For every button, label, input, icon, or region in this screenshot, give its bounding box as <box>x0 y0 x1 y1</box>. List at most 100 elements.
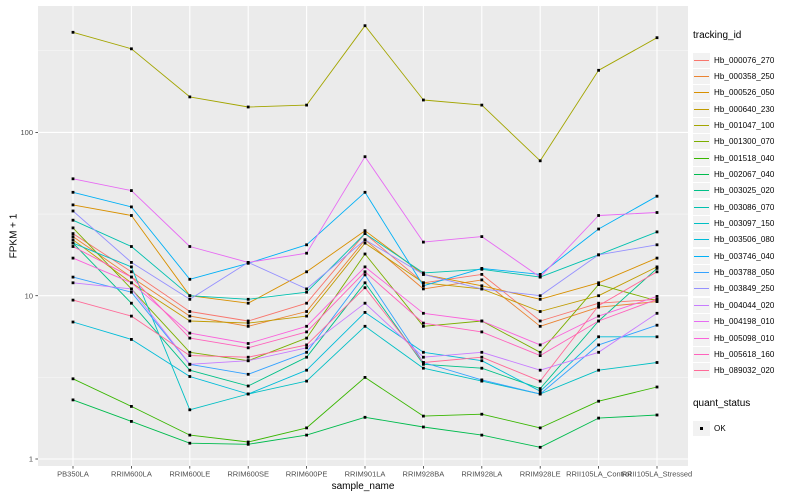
data-point <box>363 415 367 419</box>
data-point <box>130 189 133 192</box>
y-tick-label: 10 <box>25 291 33 300</box>
data-point <box>130 270 133 274</box>
data-point <box>130 420 133 423</box>
data-point <box>305 433 308 437</box>
data-point <box>246 342 250 345</box>
data-point <box>71 298 75 302</box>
data-point <box>246 301 250 305</box>
data-point <box>246 321 250 325</box>
data-point <box>71 281 75 285</box>
data-point <box>655 295 659 298</box>
data-point <box>130 287 133 291</box>
legend-key-line <box>694 223 709 225</box>
data-point <box>655 299 659 303</box>
line-key-icon <box>693 85 710 101</box>
data-point <box>597 343 600 347</box>
line-key-icon <box>693 265 710 281</box>
data-point <box>538 310 542 313</box>
data-point <box>305 336 308 340</box>
data-point <box>363 229 367 233</box>
line-key-icon <box>693 150 710 166</box>
legend-entry-label: Hb_003097_150 <box>714 219 775 229</box>
legend-entry-label: Hb_000076_270 <box>714 55 775 65</box>
legend-entry-Hb_003086_070: Hb_003086_070 <box>693 199 774 215</box>
y-tick-label: 1 <box>29 455 33 464</box>
legend-entry-Hb_003506_080: Hb_003506_080 <box>693 232 774 248</box>
x-tick-label: RRIM928LE <box>520 470 561 479</box>
data-point <box>422 240 425 244</box>
legend-entry-Hb_004198_010: Hb_004198_010 <box>693 314 774 330</box>
legend-entry-label: Hb_003788_050 <box>714 268 775 278</box>
data-point <box>422 321 425 325</box>
legend-entry-Hb_002067_040: Hb_002067_040 <box>693 166 774 183</box>
data-point <box>188 433 192 437</box>
data-point <box>246 392 250 396</box>
data-point <box>363 155 367 159</box>
legend-entry-label: Hb_003506_080 <box>714 235 775 245</box>
data-point <box>538 294 542 298</box>
data-point <box>305 103 308 107</box>
legend-entry-label: Hb_005098_010 <box>714 333 775 343</box>
data-point <box>363 273 367 277</box>
data-point <box>422 98 425 102</box>
data-point <box>480 378 484 382</box>
line-key-icon <box>693 167 710 183</box>
data-point <box>71 235 75 238</box>
data-point <box>130 281 133 285</box>
data-point <box>305 355 308 359</box>
legend-key-line <box>694 370 709 372</box>
data-point <box>480 355 484 359</box>
data-point <box>480 359 484 363</box>
legend-key-line <box>694 321 709 323</box>
data-point <box>188 441 192 445</box>
data-point <box>422 281 425 285</box>
legend-key-line <box>694 125 709 127</box>
tracking-id-legend-entries: Hb_000076_270 Hb_000358_250 Hb_000526_050 H… <box>693 52 774 379</box>
data-point <box>480 103 484 107</box>
legend-entry-label: Hb_005618_160 <box>714 349 775 359</box>
data-point <box>188 310 192 313</box>
data-point <box>188 354 192 357</box>
data-point <box>305 343 308 347</box>
data-point <box>655 335 659 339</box>
x-tick-label: RRIM600SE <box>227 470 269 479</box>
data-point <box>71 226 75 230</box>
data-point <box>422 425 425 429</box>
x-tick-label: RRII105LA_Control <box>566 470 631 479</box>
data-point <box>655 311 659 315</box>
data-point <box>188 408 192 412</box>
data-point <box>538 445 542 449</box>
data-point <box>363 286 367 290</box>
data-point <box>597 304 600 307</box>
data-point <box>597 68 600 72</box>
x-tick-label: RRIM600LA <box>111 470 152 479</box>
y-axis-title: FPKM + 1 <box>8 213 20 259</box>
data-point <box>655 413 659 417</box>
legend-entry-label: Hb_001047_100 <box>714 121 775 131</box>
data-point <box>597 314 600 318</box>
data-point <box>597 335 600 339</box>
data-point <box>71 245 75 248</box>
data-point <box>71 177 75 181</box>
data-point <box>363 311 367 314</box>
data-point <box>480 273 484 276</box>
legend-entry-Hb_000358_250: Hb_000358_250 <box>693 68 775 85</box>
data-point <box>422 311 425 315</box>
data-point <box>305 290 308 294</box>
legend-key-line <box>694 59 709 61</box>
line-key-icon <box>693 363 710 379</box>
data-point <box>363 281 367 285</box>
data-point <box>363 24 367 28</box>
legend-entry-label: Hb_004044_020 <box>714 300 775 310</box>
data-point <box>538 387 542 390</box>
legend-key-line <box>694 272 709 274</box>
legend-entry-label: Hb_000358_250 <box>714 72 775 82</box>
x-axis-title: sample_name <box>331 481 395 492</box>
legend-entry-Hb_089032_020: Hb_089032_020 <box>693 363 774 379</box>
data-point <box>538 426 542 430</box>
data-point <box>188 375 192 378</box>
data-point <box>305 270 308 274</box>
data-point <box>305 350 308 354</box>
data-point <box>538 324 542 328</box>
